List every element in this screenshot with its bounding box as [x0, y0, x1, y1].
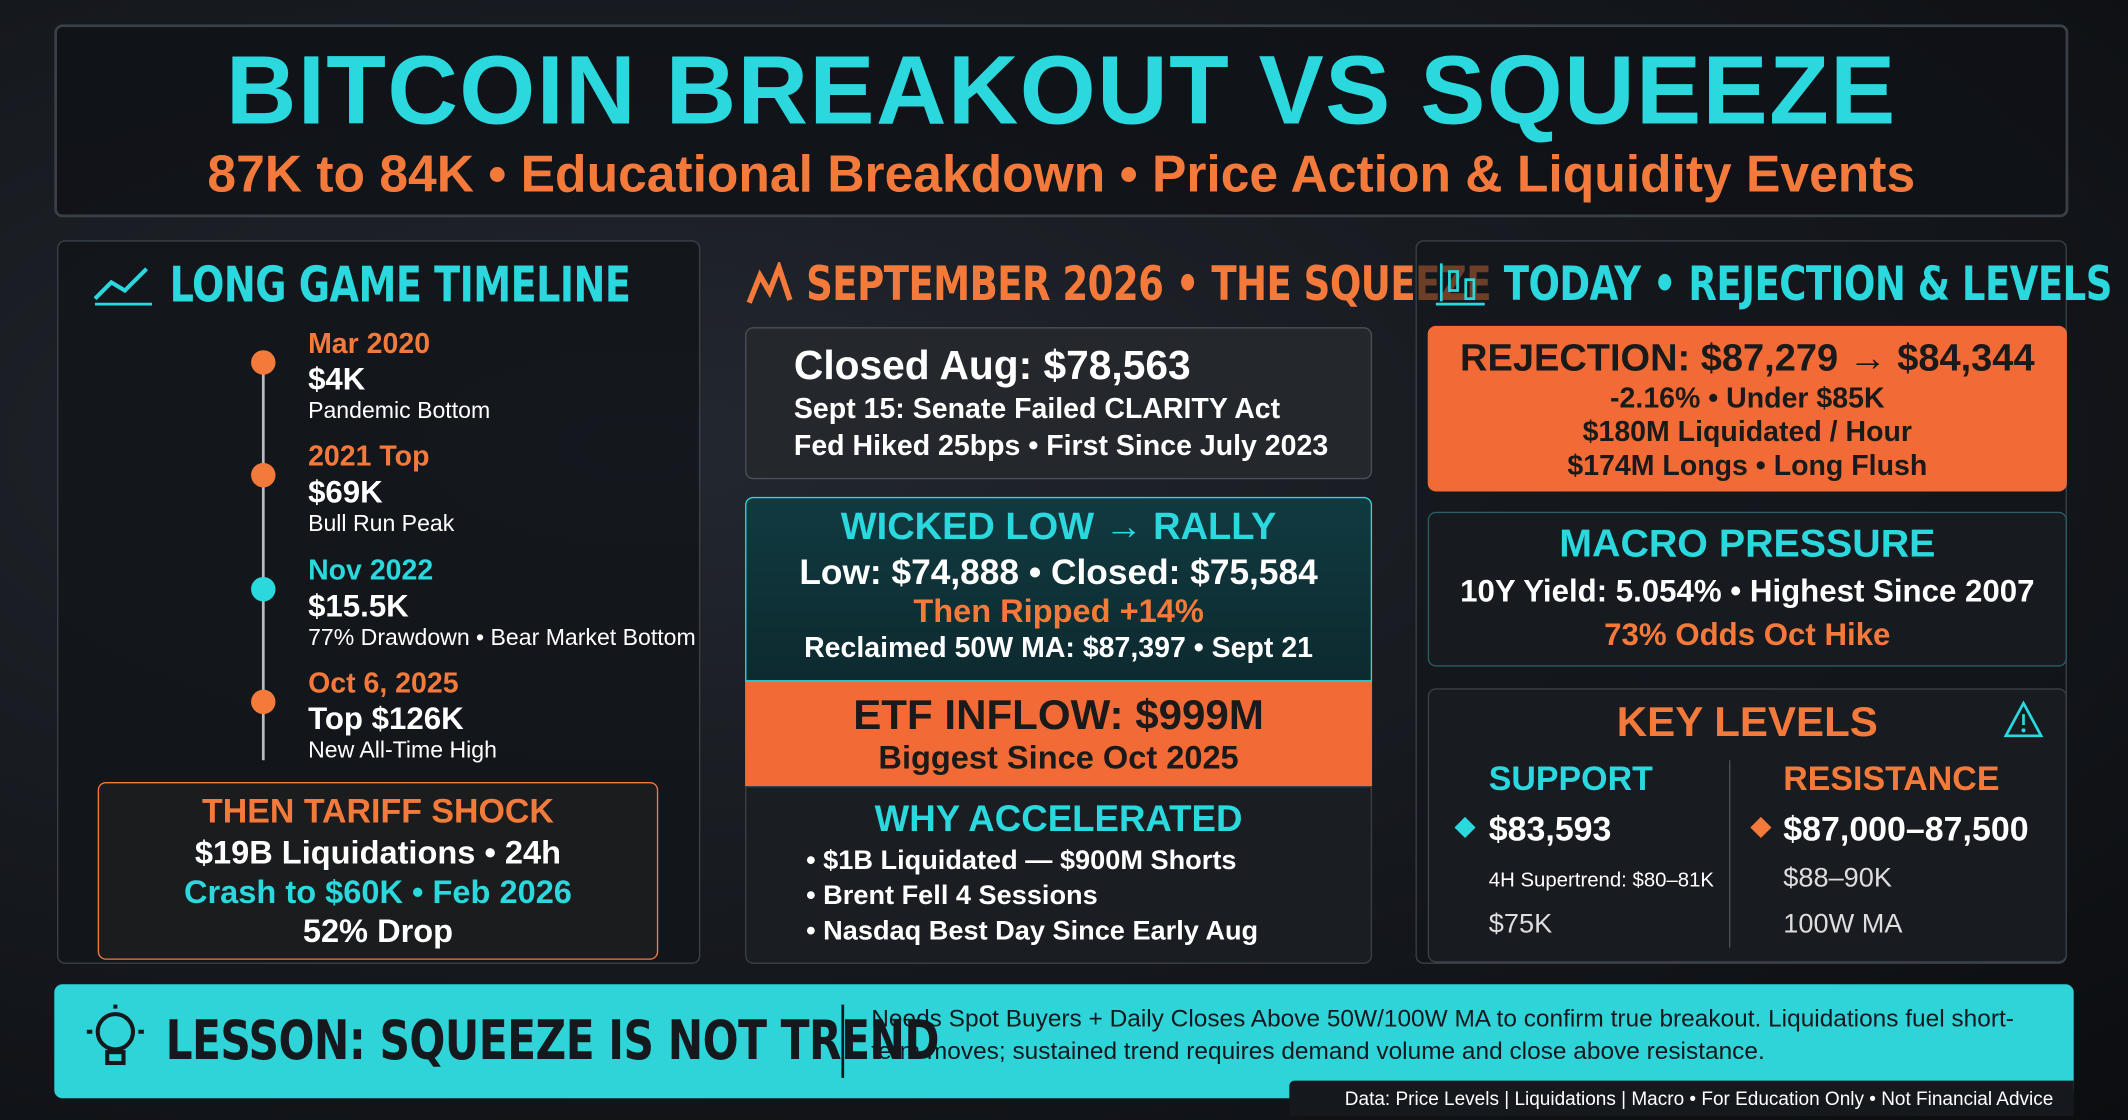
macro-title: MACRO PRESSURE	[1559, 522, 1936, 567]
event-value: $4K	[308, 361, 366, 397]
event-note: New All-Time High	[308, 737, 497, 763]
lesson-title: LESSON: SQUEEZE IS NOT TREND	[165, 1010, 940, 1073]
fire-icon	[746, 262, 793, 304]
divider	[1728, 760, 1731, 948]
support-level: $75K	[1488, 909, 1553, 940]
timeline-dot	[251, 689, 276, 715]
shock-text: Crash to $60K • Feb 2026	[183, 874, 572, 911]
footer: Data: Price Levels | Liquidations | Macr…	[1344, 1087, 2054, 1110]
closed-box	[745, 327, 1373, 480]
why-item: • $1B Liquidated — $900M Shorts	[806, 845, 1237, 876]
event-value: $15.5K	[308, 587, 409, 624]
rejection-line: -2.16% • Under $85K	[1610, 382, 1885, 415]
lesson-text: Needs Spot Buyers + Daily Closes Above 5…	[871, 1004, 2014, 1065]
resistance-level: $88–90K	[1783, 863, 1892, 894]
why-title: WHY ACCELERATED	[874, 798, 1243, 839]
macro-text: 73% Odds Oct Hike	[1604, 616, 1891, 652]
levels-title: KEY LEVELS	[1616, 697, 1878, 746]
header-box	[54, 24, 2069, 218]
timeline-line	[261, 355, 265, 761]
wick-title: WICKED LOW → RALLY	[840, 505, 1277, 548]
timeline-dot	[251, 576, 276, 602]
support-level: 4H Supertrend: $80–81K	[1488, 868, 1715, 892]
footer-bg	[1289, 1080, 2074, 1116]
closed-text: Closed Aug: $78,563	[793, 343, 1191, 389]
support-title: SUPPORT	[1488, 760, 1653, 799]
section-title: SEPTEMBER 2026 • THE SQUEEZE	[806, 257, 1492, 313]
divider	[841, 1004, 845, 1078]
candle-icon	[1435, 263, 1485, 306]
warning-icon	[2003, 700, 2044, 738]
wick-text: Low: $74,888 • Closed: $75,584	[799, 551, 1318, 592]
resistance-level: $87,000–87,500	[1783, 810, 2029, 849]
wick-box	[745, 496, 1373, 682]
resistance-title: RESISTANCE	[1783, 760, 2000, 799]
shock-title: THEN TARIFF SHOCK	[202, 792, 554, 831]
event-date: Mar 2020	[308, 328, 431, 360]
wick-text: Then Ripped +14%	[913, 593, 1204, 630]
squeeze-line: Sept 15: Senate Failed CLARITY Act	[793, 393, 1281, 425]
why-box	[745, 786, 1373, 964]
title: BITCOIN BREAKOUT VS SQUEEZE	[225, 36, 1897, 146]
wick-text: Reclaimed 50W MA: $87,397 • Sept 21	[804, 632, 1314, 664]
event-date: Oct 6, 2025	[308, 667, 459, 700]
macro-box	[1427, 511, 2067, 667]
chart-icon	[93, 267, 152, 306]
shock-text: 52% Drop	[302, 913, 454, 951]
etf-subtitle: Biggest Since Oct 2025	[878, 739, 1239, 777]
event-date: Nov 2022	[308, 555, 434, 587]
levels-box	[1427, 688, 2067, 963]
macro-text: 10Y Yield: 5.054% • Highest Since 2007	[1460, 572, 2035, 609]
bulb-icon	[86, 1004, 144, 1066]
etf-box	[745, 681, 1373, 787]
lesson-bar	[54, 984, 2074, 1099]
rejection-line: $180M Liquidated / Hour	[1582, 416, 1912, 449]
event-value: Top $126K	[308, 700, 464, 736]
support-level: $83,593	[1488, 810, 1612, 849]
rejection-line: $174M Longs • Long Flush	[1567, 450, 1928, 482]
section-title: TODAY • REJECTION & LEVELS	[1503, 257, 2113, 313]
event-note: Bull Run Peak	[308, 510, 455, 537]
rejection-box	[1427, 325, 2067, 492]
subtitle: 87K to 84K • Educational Breakdown • Pri…	[207, 146, 1916, 204]
timeline-dot	[251, 462, 276, 488]
event-note: Pandemic Bottom	[308, 397, 491, 424]
event-value: $69K	[308, 473, 383, 510]
etf-title: ETF INFLOW: $999M	[853, 691, 1264, 739]
section-title: LONG GAME TIMELINE	[169, 257, 631, 314]
timeline-dot	[251, 350, 276, 375]
why-item: • Brent Fell 4 Sessions	[806, 881, 1098, 911]
shock-text: $19B Liquidations • 24h	[194, 834, 562, 872]
shock-box	[97, 781, 659, 960]
resistance-level: 100W MA	[1783, 909, 1903, 940]
squeeze-line: Fed Hiked 25bps • First Since July 2023	[793, 430, 1329, 462]
event-note: 77% Drawdown • Bear Market Bottom	[308, 624, 696, 651]
why-item: • Nasdaq Best Day Since Early Aug	[806, 916, 1259, 947]
rejection-title: REJECTION: $87,279 → $84,344	[1460, 336, 2035, 379]
event-date: 2021 Top	[308, 441, 430, 473]
